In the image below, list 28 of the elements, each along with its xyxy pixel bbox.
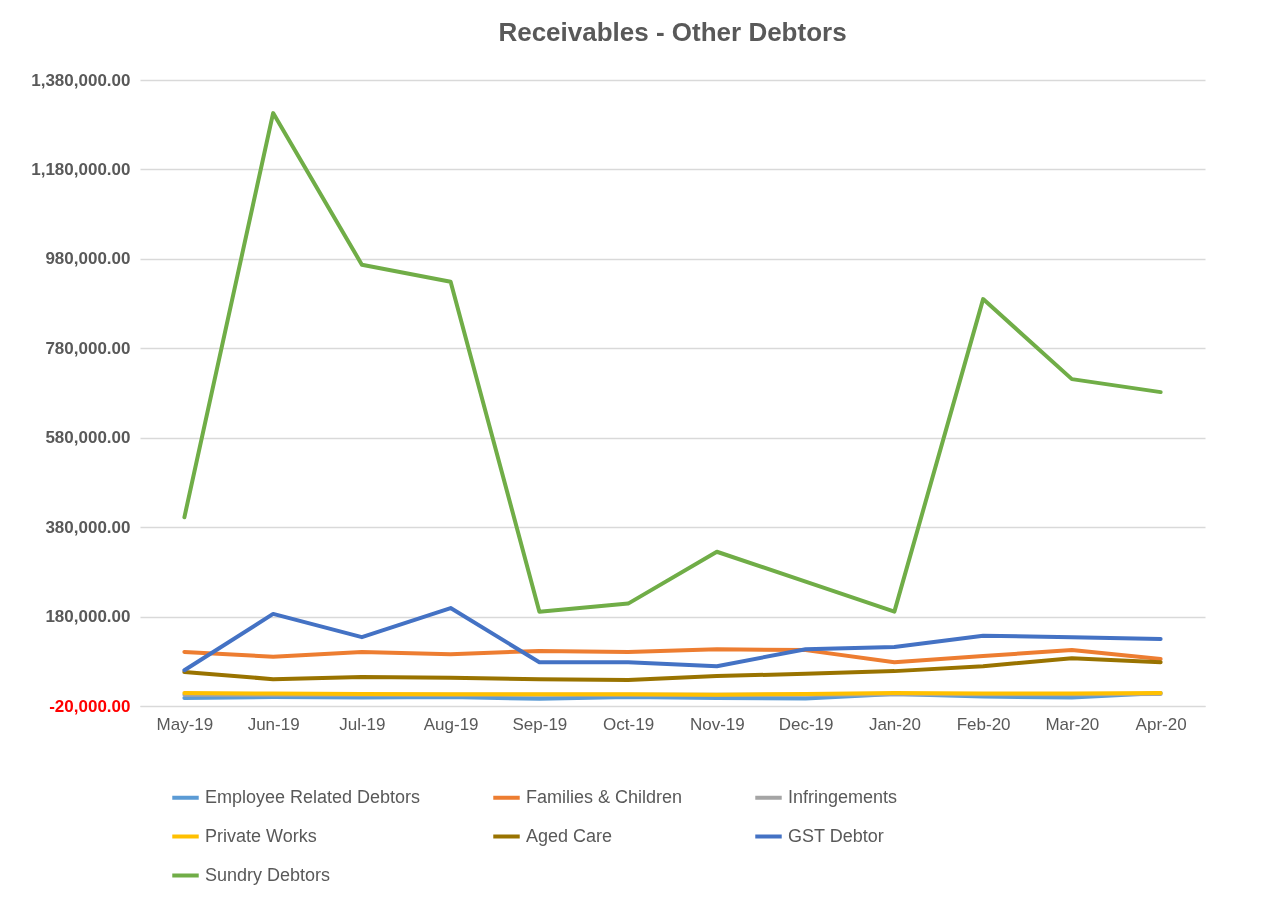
legend-label: Families & Children — [526, 786, 683, 807]
y-tick-label: 180,000.00 — [45, 607, 131, 627]
y-tick-label: 780,000.00 — [45, 338, 131, 358]
x-tick-label: Jun-19 — [247, 714, 300, 734]
x-tick-label: May-19 — [156, 714, 214, 734]
legend-label: Private Works — [205, 825, 317, 846]
x-tick-label: Nov-19 — [689, 714, 745, 734]
legend-label: Infringements — [788, 786, 898, 807]
x-tick-label: Apr-20 — [1135, 714, 1187, 734]
legend-label: Employee Related Debtors — [205, 786, 421, 807]
y-tick-label: 580,000.00 — [45, 428, 131, 448]
y-tick-label: 1,380,000.00 — [31, 70, 131, 90]
y-tick-label: -20,000.00 — [49, 696, 131, 716]
x-tick-label: Sep-19 — [512, 714, 568, 734]
y-tick-label: 380,000.00 — [45, 517, 131, 537]
x-tick-label: Mar-20 — [1045, 714, 1100, 734]
x-tick-label: Feb-20 — [956, 714, 1011, 734]
chart-title: Receivables - Other Debtors — [498, 17, 847, 47]
x-tick-label: Aug-19 — [423, 714, 479, 734]
legend-label: Sundry Debtors — [205, 864, 331, 885]
y-tick-label: 1,180,000.00 — [31, 159, 131, 179]
legend-label: Aged Care — [526, 825, 613, 846]
x-tick-label: Jan-20 — [868, 714, 921, 734]
x-tick-label: Jul-19 — [339, 714, 386, 734]
x-tick-label: Dec-19 — [778, 714, 834, 734]
legend-label: GST Debtor — [788, 825, 884, 846]
x-tick-label: Oct-19 — [603, 714, 655, 734]
y-tick-label: 980,000.00 — [45, 249, 131, 269]
